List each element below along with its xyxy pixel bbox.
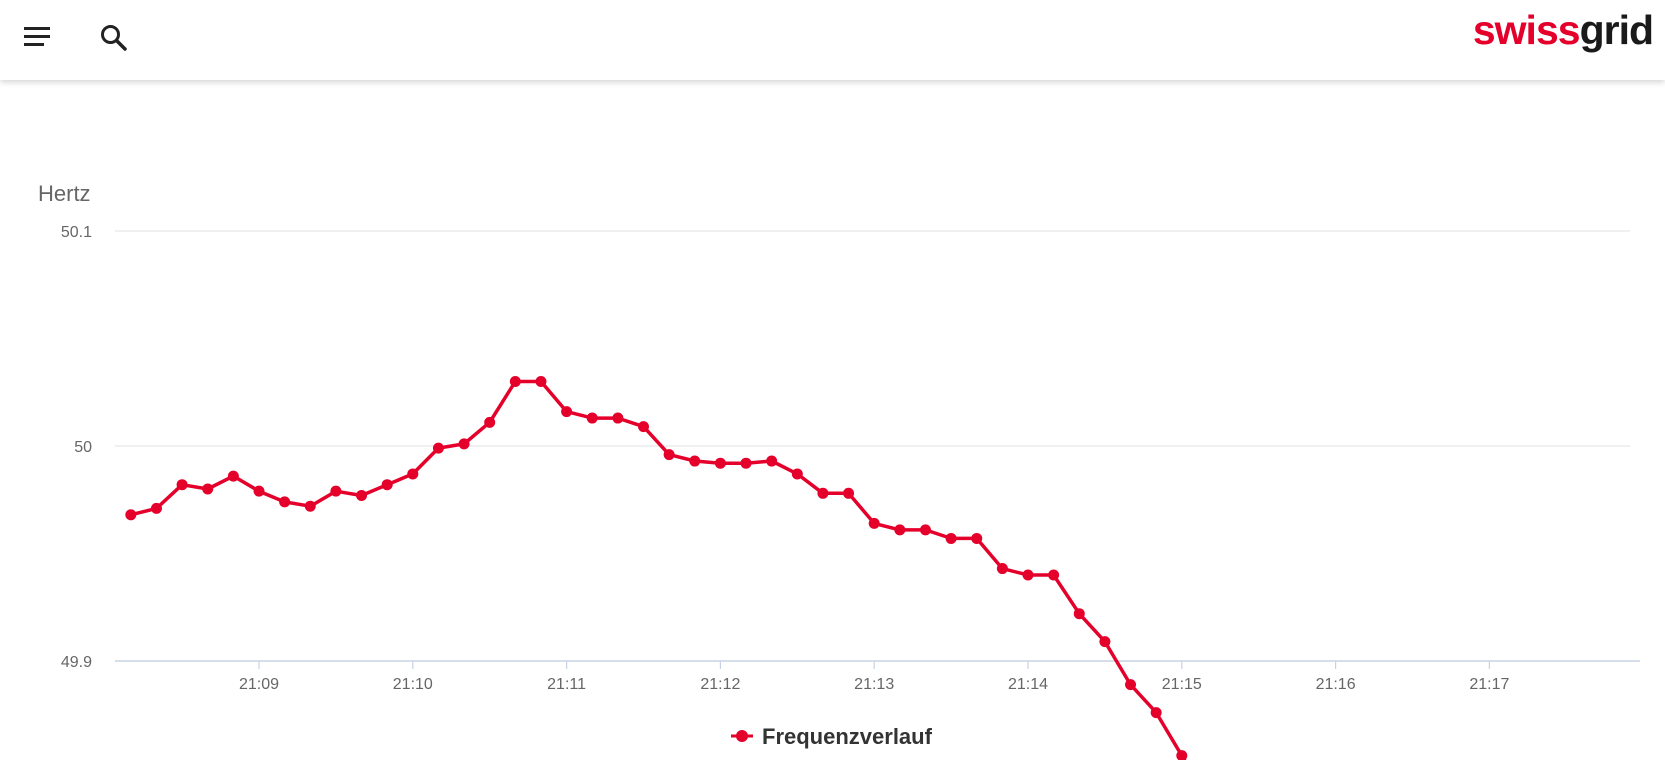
data-point[interactable]: [227, 470, 239, 482]
x-tick-label: 21:14: [1008, 676, 1048, 693]
legend-marker: [736, 730, 748, 742]
data-point[interactable]: [714, 457, 726, 469]
data-point[interactable]: [791, 468, 803, 480]
top-navigation-bar: swissgrid: [0, 0, 1665, 80]
data-point[interactable]: [176, 479, 188, 491]
data-point[interactable]: [663, 449, 675, 461]
y-tick-label: 49.9: [61, 654, 92, 671]
data-point[interactable]: [817, 487, 829, 499]
data-point[interactable]: [689, 455, 701, 467]
x-tick-label: 21:09: [239, 676, 279, 693]
x-tick-label: 21:13: [854, 676, 894, 693]
data-point[interactable]: [407, 468, 419, 480]
x-tick-label: 21:12: [700, 676, 740, 693]
x-tick-label: 21:17: [1469, 676, 1509, 693]
data-point[interactable]: [561, 406, 573, 418]
swissgrid-logo[interactable]: swissgrid: [1472, 7, 1654, 53]
data-point[interactable]: [356, 489, 368, 501]
frequency-chart-svg: Hertz 50.1 50 49.9 21:09 21:10 21:11 21:12 21:…: [38, 181, 1640, 761]
frequency-chart: Hertz 50.1 50 49.9 21:09 21:10 21:11 21:12 21:…: [0, 80, 1665, 761]
data-point[interactable]: [458, 438, 470, 450]
data-point[interactable]: [1073, 608, 1085, 620]
data-point[interactable]: [843, 487, 855, 499]
data-point[interactable]: [304, 500, 316, 512]
data-point[interactable]: [894, 524, 906, 536]
data-point[interactable]: [484, 416, 496, 428]
y-axis-title: Hertz: [38, 181, 91, 206]
data-point[interactable]: [971, 532, 983, 544]
hamburger-menu-icon[interactable]: [22, 24, 52, 50]
data-point[interactable]: [638, 421, 649, 433]
data-point[interactable]: [868, 517, 880, 529]
series-line-frequenzverlauf: [130, 379, 1187, 760]
data-point[interactable]: [740, 457, 752, 469]
data-point[interactable]: [253, 485, 265, 497]
data-point[interactable]: [612, 412, 624, 424]
data-point[interactable]: [919, 524, 931, 536]
x-tick-label: 21:16: [1316, 676, 1356, 693]
data-point[interactable]: [1048, 569, 1060, 581]
data-point[interactable]: [330, 485, 342, 497]
data-point[interactable]: [996, 563, 1008, 575]
search-icon[interactable]: [98, 22, 130, 54]
data-point[interactable]: [509, 376, 521, 387]
x-tick-label: 21:15: [1162, 676, 1202, 693]
data-point[interactable]: [945, 532, 957, 544]
logo-grid: grid: [1579, 7, 1654, 53]
data-point[interactable]: [1022, 569, 1034, 581]
data-point[interactable]: [150, 502, 162, 514]
data-point[interactable]: [1176, 750, 1188, 761]
x-tick-label: 21:10: [393, 676, 433, 693]
data-point[interactable]: [381, 479, 393, 491]
data-point[interactable]: [432, 442, 444, 454]
y-tick-label: 50: [74, 439, 92, 456]
y-tick-label: 50.1: [61, 224, 92, 241]
data-point[interactable]: [1150, 707, 1162, 719]
data-point[interactable]: [586, 412, 598, 424]
data-point[interactable]: [1099, 636, 1111, 648]
data-point[interactable]: [202, 483, 214, 495]
data-point[interactable]: [535, 376, 547, 387]
data-point[interactable]: [1125, 679, 1137, 691]
data-point[interactable]: [279, 496, 291, 508]
data-point[interactable]: [766, 455, 778, 467]
logo-swiss: swiss: [1472, 7, 1581, 53]
legend-label[interactable]: Frequenzverlauf: [762, 724, 933, 749]
x-tick-label: 21:11: [547, 676, 586, 693]
data-point[interactable]: [125, 509, 137, 521]
